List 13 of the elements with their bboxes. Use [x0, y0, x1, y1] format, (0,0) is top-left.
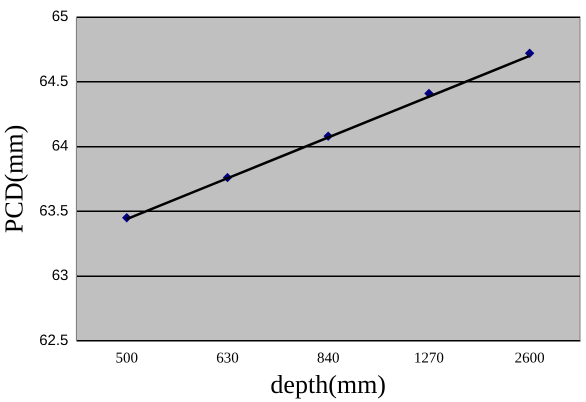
x-tick-label: 630 [216, 350, 239, 367]
text: 64.5 [39, 72, 68, 90]
x-tick-label: 840 [316, 350, 340, 367]
y-axis-title: PCD(mm) [0, 124, 28, 234]
text: 63.5 [39, 202, 68, 220]
text: 62.5 [39, 332, 68, 349]
x-tick-label: 2600 [514, 350, 545, 367]
y-tick-label: 64 [52, 138, 68, 155]
x-tick-label: 500 [116, 350, 138, 367]
x-tick-label: 1270 [414, 350, 444, 367]
y-tick-label: 63 [52, 267, 68, 284]
y-tick-label: 65 [52, 8, 68, 26]
x-axis-title: depth(mm) [270, 370, 386, 400]
